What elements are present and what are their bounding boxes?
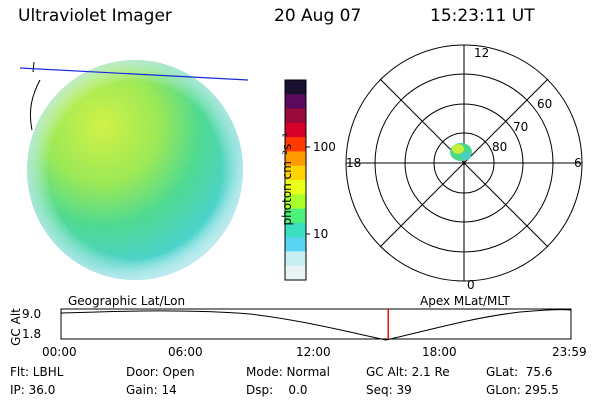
date-label: 20 Aug 07 [274, 6, 362, 26]
timeline-xtick-2359: 23:59 [552, 345, 587, 359]
colorbar-band [285, 265, 306, 281]
colorbar-band [285, 94, 306, 110]
polar-diagonal-2 [379, 78, 549, 248]
earth-disk-image [27, 60, 243, 280]
timeline-ytick-9: 9.0 [22, 307, 42, 321]
glon-readout: GLon: 295.5 [486, 383, 559, 397]
lat-label-80: 80 [492, 140, 508, 154]
filter-readout: Flt: LBHL [10, 365, 64, 379]
dsp-readout: Dsp: 0.0 [246, 383, 308, 397]
colorbar-band [285, 237, 306, 253]
lat-label-60: 60 [537, 97, 553, 111]
gain-readout: Gain: 14 [126, 383, 177, 397]
colorbar-band [285, 137, 306, 153]
timeline-ytick-1-8: 1.8 [22, 327, 42, 341]
terminator-line [19, 67, 249, 81]
mlt-label-6: 6 [574, 156, 582, 170]
lat-label-70: 70 [513, 120, 529, 134]
mlt-label-0: 0 [467, 278, 475, 292]
mlt-label-12: 12 [474, 46, 490, 60]
colorbar-band [285, 122, 306, 138]
mode-readout: Mode: Normal [246, 365, 330, 379]
timeline-xtick-0600: 06:00 [168, 345, 203, 359]
coastline-outline [29, 61, 41, 131]
polar-aurora-patch [450, 143, 472, 161]
timeline-xtick-0000: 00:00 [42, 345, 77, 359]
colorbar-band [285, 180, 306, 195]
ip-readout: IP: 36.0 [10, 383, 56, 397]
colorbar-band [285, 151, 306, 167]
timeline-left-caption: Geographic Lat/Lon [68, 294, 186, 308]
timeline-frame [60, 308, 572, 340]
colorbar-band [285, 208, 306, 224]
timeline-right-caption: Apex MLat/MLT [420, 294, 510, 308]
time-label: 15:23:11 UT [430, 6, 535, 26]
gc-alt-readout: GC Alt: 2.1 Re [366, 365, 450, 379]
colorbar-label-10: 10 [313, 227, 329, 241]
door-readout: Door: Open [126, 365, 195, 379]
colorbar-band [285, 165, 306, 181]
colorbar-band [285, 251, 306, 267]
colorbar-band [285, 108, 306, 124]
instrument-title: Ultraviolet Imager [18, 6, 172, 26]
timeline-xtick-1200: 12:00 [296, 345, 331, 359]
colorbar-frame [284, 79, 307, 281]
colorbar-band [285, 222, 306, 238]
glat-readout: GLat: 75.6 [486, 365, 553, 379]
mlt-label-18: 18 [346, 156, 362, 170]
timeline-xtick-1800: 18:00 [422, 345, 457, 359]
colorbar-band [285, 80, 306, 95]
colorbar-band [285, 194, 306, 210]
seq-readout: Seq: 39 [366, 383, 412, 397]
timeline-altitude-curve [60, 309, 572, 341]
colorbar-label-100: 100 [313, 140, 336, 154]
colorbar [285, 80, 306, 281]
